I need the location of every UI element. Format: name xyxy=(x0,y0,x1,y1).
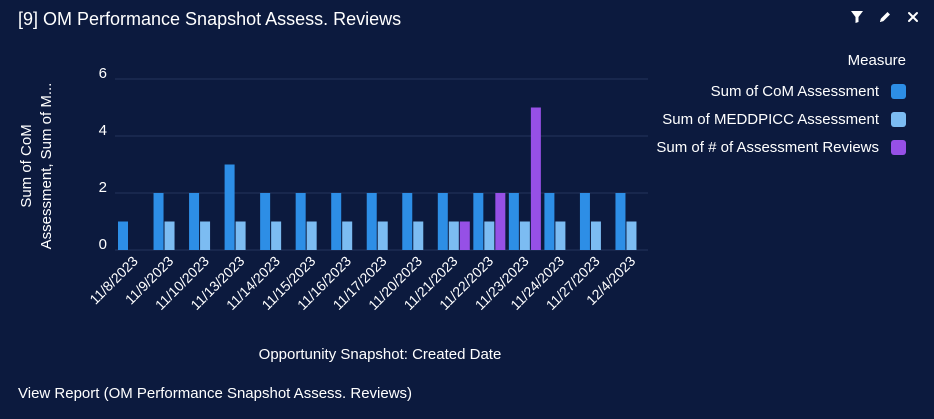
legend-swatch xyxy=(891,84,906,99)
bar xyxy=(555,221,566,250)
bar xyxy=(189,193,200,250)
bar xyxy=(437,193,448,250)
bar xyxy=(579,193,590,250)
edit-icon[interactable] xyxy=(878,10,892,24)
bar xyxy=(295,193,306,250)
bar xyxy=(626,221,637,250)
bar xyxy=(519,221,530,250)
bar xyxy=(615,193,626,250)
bar xyxy=(224,164,235,250)
legend-label: Sum of CoM Assessment xyxy=(711,83,880,100)
legend-swatch xyxy=(891,112,906,127)
bar xyxy=(164,221,175,250)
y-tick-label: 0 xyxy=(99,236,107,253)
bar xyxy=(235,221,246,250)
filter-icon[interactable] xyxy=(850,10,864,24)
y-axis-label: Sum of CoM xyxy=(18,124,35,207)
bar xyxy=(200,221,211,250)
bar xyxy=(413,221,424,250)
view-report-link[interactable]: View Report (OM Performance Snapshot Ass… xyxy=(18,385,413,402)
legend-title: Measure xyxy=(848,52,906,69)
bar xyxy=(473,193,484,250)
y-tick-label: 4 xyxy=(99,122,107,139)
bar xyxy=(306,221,317,250)
bar xyxy=(153,193,164,250)
x-axis-label: Opportunity Snapshot: Created Date xyxy=(259,346,502,363)
bar xyxy=(530,107,541,250)
bar xyxy=(271,221,282,250)
y-tick-label: 2 xyxy=(99,179,107,196)
bar xyxy=(118,221,128,250)
bar xyxy=(377,221,388,250)
y-axis-label: Assessment, Sum of M... xyxy=(38,83,55,250)
legend-label: Sum of MEDDPICC Assessment xyxy=(662,111,880,128)
bar xyxy=(342,221,353,250)
bar xyxy=(508,193,519,250)
legend-swatch xyxy=(891,140,906,155)
bar xyxy=(260,193,271,250)
bar xyxy=(484,221,495,250)
bar xyxy=(495,193,506,250)
y-tick-label: 6 xyxy=(99,65,107,82)
close-icon[interactable] xyxy=(906,10,920,24)
bar xyxy=(459,221,470,250)
bar xyxy=(366,193,377,250)
legend-label: Sum of # of Assessment Reviews xyxy=(656,139,879,156)
chart-toolbar xyxy=(850,10,920,24)
bar xyxy=(590,221,601,250)
bar xyxy=(402,193,413,250)
bar xyxy=(331,193,342,250)
chart-title: [9] OM Performance Snapshot Assess. Revi… xyxy=(18,9,402,29)
bar xyxy=(448,221,459,250)
bar xyxy=(544,193,555,250)
